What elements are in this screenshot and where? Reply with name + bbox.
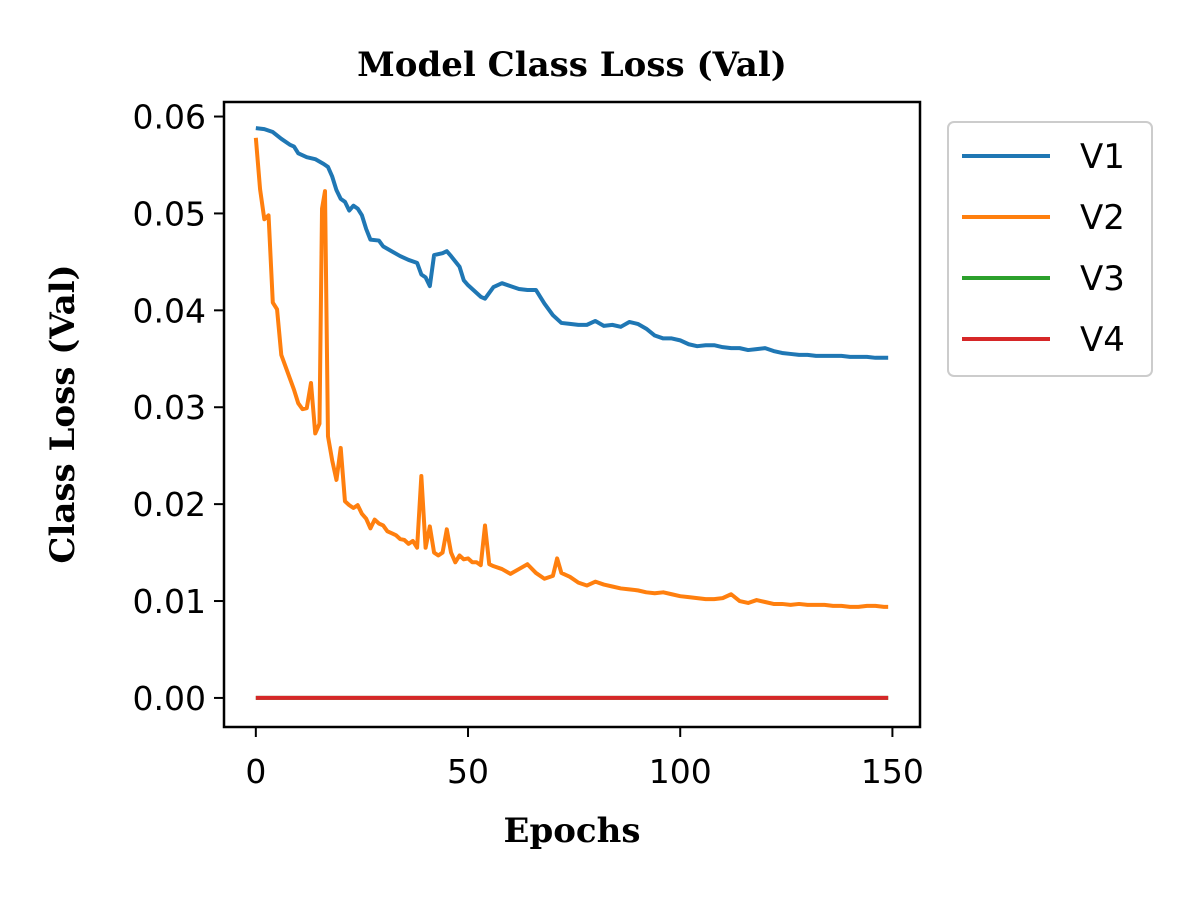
y-tick-label: 0.01 xyxy=(133,582,206,621)
legend-label-v2: V2 xyxy=(1080,198,1125,238)
y-tick-label: 0.05 xyxy=(133,194,206,233)
legend-label-v3: V3 xyxy=(1080,259,1125,299)
plot-area: 0 50 100 150 0.00 0.01 0.02 0.03 0.04 0.05 0.06 xyxy=(133,98,924,791)
y-tick-label: 0.03 xyxy=(133,388,206,427)
chart-title: Model Class Loss (Val) xyxy=(357,45,787,85)
x-tick-label: 100 xyxy=(649,752,712,791)
legend: V1 V2 V3 V4 xyxy=(947,121,1153,377)
legend-label-v4: V4 xyxy=(1080,320,1125,360)
x-tick-label: 150 xyxy=(861,752,924,791)
plot-frame xyxy=(222,100,922,729)
y-axis-label: Class Loss (Val) xyxy=(43,264,83,563)
x-axis-label: Epochs xyxy=(504,811,641,851)
legend-box xyxy=(947,121,1153,377)
series-line-v2 xyxy=(253,137,889,609)
x-tick-label: 0 xyxy=(245,752,266,791)
series-line-v1 xyxy=(255,126,889,360)
x-tick-label: 50 xyxy=(447,752,489,791)
y-tick-label: 0.04 xyxy=(133,291,206,330)
y-tick-label: 0.02 xyxy=(133,485,206,524)
y-tick-label: 0.06 xyxy=(133,98,206,137)
y-tick-label: 0.00 xyxy=(133,679,206,718)
legend-label-v1: V1 xyxy=(1080,137,1125,177)
